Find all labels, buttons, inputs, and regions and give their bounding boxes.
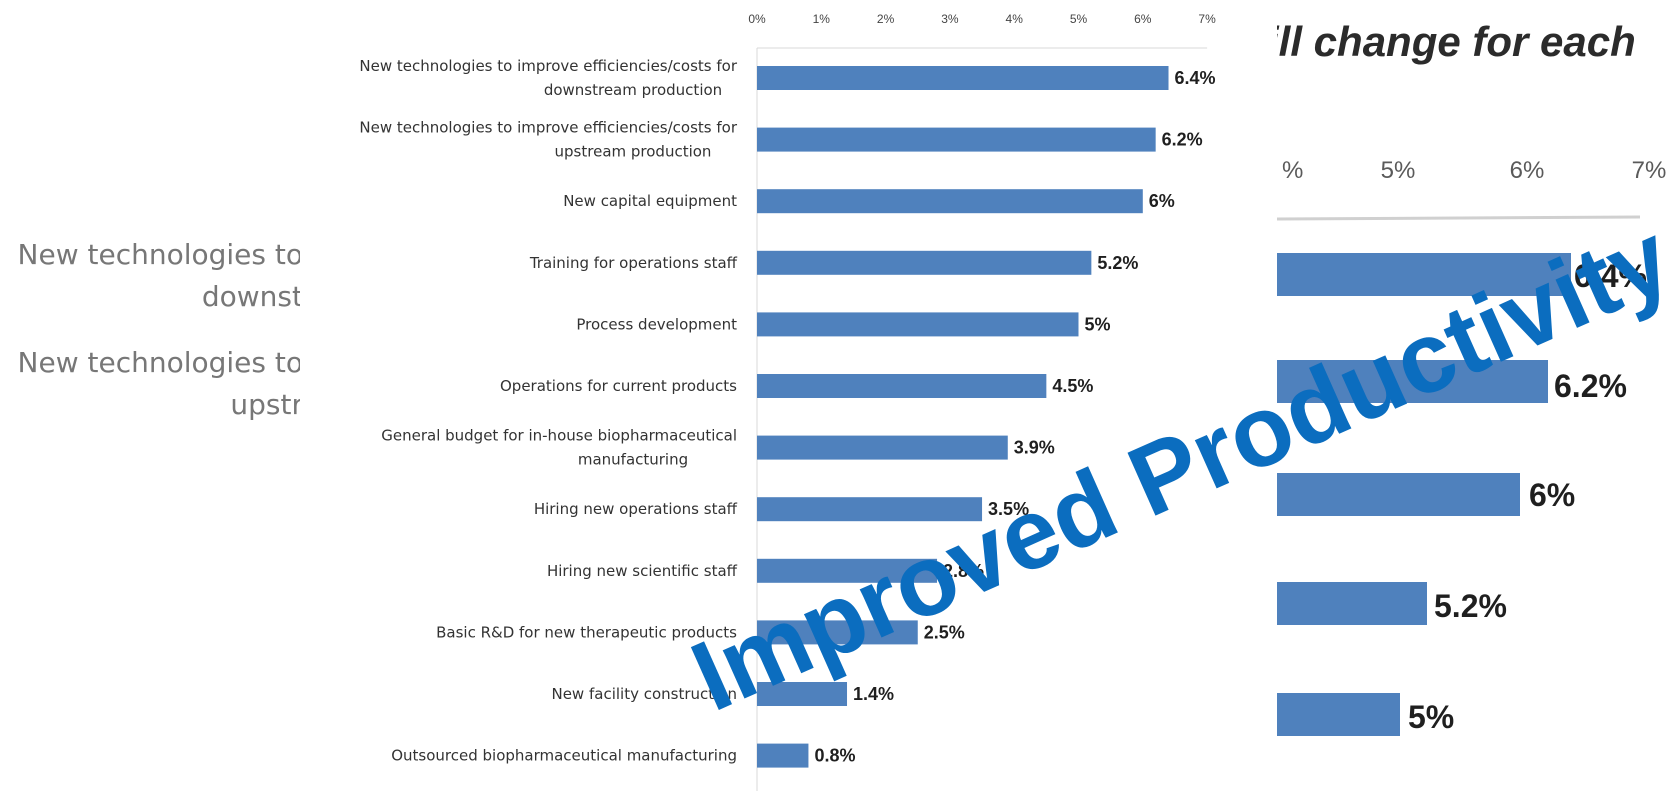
bar (757, 127, 1156, 152)
category-label: Process development (576, 315, 737, 333)
x-tick-label: 7% (1198, 12, 1216, 26)
x-tick-label: 4% (1006, 12, 1024, 26)
bar (757, 497, 983, 522)
category-label: downstream production (544, 81, 722, 99)
bar (757, 189, 1143, 214)
x-tick-label: 1% (813, 12, 831, 26)
category-label: New technologies to improve efficiencies… (359, 57, 737, 75)
data-label: 6.2% (1162, 130, 1203, 150)
data-label: 4.5% (1052, 376, 1093, 396)
background-bar (1277, 582, 1427, 625)
category-label: upstream production (555, 143, 712, 161)
background-value-label: 5% (1408, 699, 1454, 735)
data-label: 2.8% (943, 561, 984, 581)
data-label: 1.4% (853, 684, 894, 704)
category-label: Basic R&D for new therapeutic products (436, 623, 737, 641)
category-label: manufacturing (578, 451, 688, 469)
background-tick-label: 5% (1381, 157, 1416, 184)
background-axis-line (1276, 215, 1641, 221)
x-tick-label: 0% (748, 12, 766, 26)
bar (757, 312, 1079, 337)
data-label: 5% (1085, 314, 1111, 334)
data-label: 3.9% (1014, 438, 1055, 458)
bar (757, 620, 918, 645)
background-tick-label: 7% (1632, 157, 1667, 184)
background-value-label: 6% (1529, 477, 1575, 513)
bar (757, 374, 1047, 398)
background-category-label: downst (202, 280, 303, 313)
bar-chart: 0% 1% 2% 3% 4% 5% 6% 7% 6.4% New technologies to … (359, 12, 1216, 791)
background-title-fragment: ill change for each (1267, 18, 1636, 65)
background-bar (1277, 473, 1520, 516)
data-label: 6% (1149, 191, 1175, 211)
background-category-label: New technologies to (18, 238, 303, 271)
background-tick-label: 6% (1510, 157, 1545, 184)
background-value-label: 5.2% (1434, 588, 1507, 624)
category-label: New facility construction (551, 685, 737, 703)
bar (757, 250, 1092, 275)
x-tick-label: 5% (1070, 12, 1088, 26)
data-label: 3.5% (988, 499, 1029, 519)
background-category-label: New technologies to (18, 346, 303, 379)
background-bar (1277, 360, 1548, 403)
background-category-label: upstr (230, 388, 303, 421)
x-tick-label: 3% (941, 12, 959, 26)
background-value-label: 6.2% (1554, 368, 1627, 404)
category-label: Outsourced biopharmaceutical manufacturi… (391, 747, 737, 765)
background-chart: ill change for each % 5% 6% 7% 6.4% 6.2%… (18, 18, 1667, 736)
bar (757, 66, 1169, 90)
category-label: Training for operations staff (529, 254, 738, 272)
category-label: New technologies to improve efficiencies… (359, 119, 737, 137)
data-label: 5.2% (1097, 253, 1138, 273)
category-label: Hiring new scientific staff (547, 562, 738, 580)
x-tick-label: 6% (1134, 12, 1152, 26)
x-tick-label: 2% (877, 12, 895, 26)
bar (757, 558, 938, 583)
category-label: New capital equipment (563, 192, 737, 210)
bar (757, 435, 1008, 460)
background-bar (1277, 253, 1571, 296)
category-label: General budget for in-house biopharmaceu… (381, 427, 737, 445)
background-tick-label: % (1282, 157, 1303, 184)
category-label: Hiring new operations staff (534, 500, 738, 518)
bar (757, 682, 848, 706)
data-label: 0.8% (814, 746, 855, 766)
background-value-label: 6.4% (1574, 258, 1647, 294)
bar (757, 743, 809, 768)
data-label: 6.4% (1175, 68, 1216, 88)
background-bar (1277, 693, 1400, 736)
data-label: 2.5% (924, 622, 965, 642)
category-label: Operations for current products (500, 377, 737, 395)
